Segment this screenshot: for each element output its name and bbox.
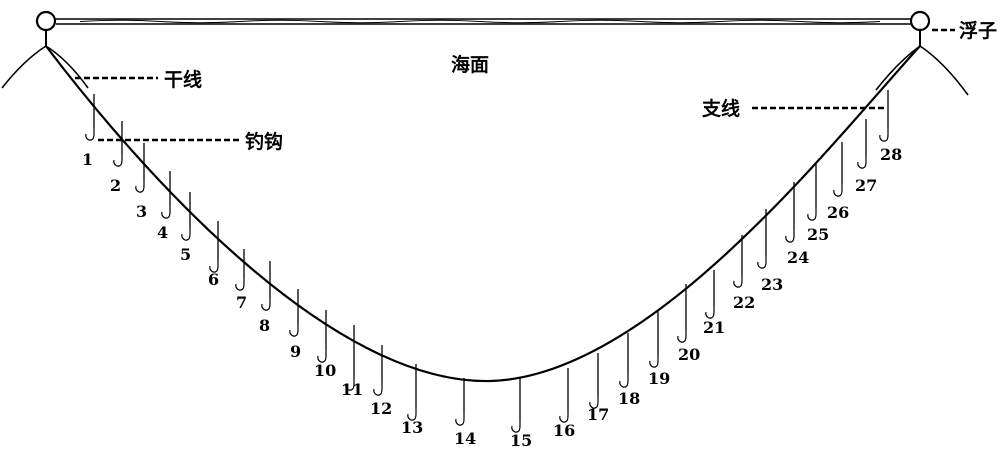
hook-number: 23 [761, 275, 783, 294]
hook-8: 8 [259, 261, 271, 335]
hook-icon [677, 330, 687, 343]
hook-3: 3 [135, 143, 147, 221]
hook-27: 27 [855, 119, 877, 195]
hook-number: 14 [454, 429, 476, 448]
hook-icon [209, 260, 219, 273]
hook-icon [407, 408, 417, 421]
hook-icon [135, 180, 145, 193]
hook-icon [785, 230, 795, 243]
hook-icon [345, 378, 355, 391]
hook-number: 15 [510, 431, 532, 448]
hook-16: 16 [553, 368, 575, 440]
hook-number: 11 [341, 380, 363, 399]
hook-2: 2 [110, 121, 123, 195]
hook-icon [589, 396, 599, 409]
hook-icon [113, 154, 123, 167]
hook-1: 1 [82, 94, 95, 169]
hook-19: 19 [648, 311, 670, 388]
hook-icon [181, 228, 191, 241]
hook-icon [833, 184, 843, 197]
hook-icon [857, 156, 867, 169]
hook-4: 4 [157, 171, 171, 242]
hook-23: 23 [757, 209, 783, 294]
hook-9: 9 [289, 289, 301, 361]
hook-14: 14 [454, 378, 476, 448]
hook-15: 15 [510, 378, 532, 450]
hook-5: 5 [180, 192, 191, 264]
hook-icon [649, 355, 659, 368]
hook-25: 25 [807, 162, 829, 244]
hook-icon [511, 420, 521, 433]
hook-number: 19 [648, 369, 670, 388]
hook-number: 2 [110, 176, 121, 195]
hook-number: 12 [370, 399, 392, 418]
hook-icon [289, 324, 299, 337]
hook-18: 18 [618, 333, 640, 408]
surface-rope [56, 18, 912, 25]
hook-number: 13 [401, 418, 423, 437]
hook-icon [455, 413, 465, 426]
hook-icon [85, 128, 95, 141]
hook-icon [261, 298, 271, 311]
callout-leaders [75, 28, 955, 142]
hook-28: 28 [879, 90, 902, 164]
hook-number: 26 [827, 203, 849, 222]
hook-number: 5 [180, 245, 191, 264]
hook-21: 21 [703, 270, 725, 337]
hook-icon [879, 129, 889, 142]
hook-icon [757, 256, 767, 269]
hook-label: 钓钩 [245, 130, 283, 153]
right-float-icon [875, 10, 969, 96]
hook-number: 10 [314, 361, 336, 380]
hook-icon [235, 278, 245, 291]
hook-12: 12 [370, 345, 392, 418]
hook-number: 17 [587, 405, 609, 424]
hook-number: 24 [787, 248, 809, 267]
hook-26: 26 [827, 142, 849, 222]
hook-icon [619, 375, 629, 388]
hook-number: 16 [553, 421, 575, 440]
hook-number: 22 [733, 293, 755, 312]
hook-number: 8 [259, 316, 270, 335]
hook-number: 25 [807, 225, 829, 244]
hook-20: 20 [677, 284, 700, 364]
hook-number: 7 [236, 293, 247, 312]
main-line-label: 干线 [164, 68, 202, 91]
hook-number: 28 [880, 145, 902, 164]
hook-24: 24 [785, 182, 809, 267]
hook-number: 9 [290, 342, 301, 361]
hook-22: 22 [733, 235, 755, 312]
hook-number: 1 [82, 150, 93, 169]
sea-surface-label: 海面 [451, 53, 489, 76]
main-line [45, 45, 921, 383]
hook-icon [705, 306, 715, 319]
hook-17: 17 [587, 353, 609, 424]
branch-line-label: 支线 [701, 97, 740, 120]
hook-icon [807, 208, 817, 221]
hook-icon [317, 350, 327, 363]
float-label: 浮子 [959, 19, 997, 42]
hook-number: 21 [703, 318, 725, 337]
hook-11: 11 [341, 325, 363, 399]
hook-7: 7 [235, 249, 247, 312]
hook-number: 6 [208, 270, 219, 289]
hook-number: 20 [678, 345, 700, 364]
hook-icon [373, 383, 383, 396]
hook-icon [559, 410, 569, 423]
hook-6: 6 [208, 221, 219, 289]
hook-icon [161, 206, 171, 219]
hook-number: 18 [618, 389, 640, 408]
hook-13: 13 [401, 364, 423, 437]
hook-icon [733, 275, 743, 288]
hook-number: 4 [157, 223, 168, 242]
hook-10: 10 [314, 310, 336, 380]
hook-number: 27 [855, 176, 877, 195]
hook-number: 3 [136, 202, 147, 221]
